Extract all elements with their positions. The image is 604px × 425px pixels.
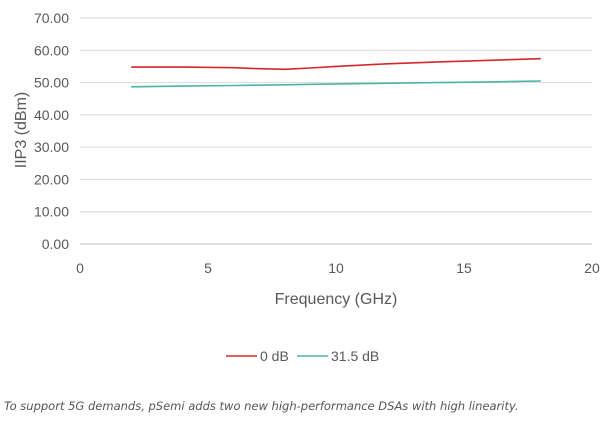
series-line-1	[131, 80, 541, 88]
x-tick-label: 0	[76, 260, 84, 276]
line-chart: 0.0010.0020.0030.0040.0050.0060.0070.00 …	[13, 10, 600, 364]
y-tick-label: 70.00	[34, 10, 69, 26]
y-axis-ticks: 0.00 10.00 20.00 30.00 40.00 50.00 60.00 70.00	[34, 10, 69, 252]
legend: 0 dB 31.5 dB	[226, 348, 379, 364]
x-axis-label: Frequency (GHz)	[275, 291, 398, 308]
y-tick-label: 40.00	[34, 107, 69, 123]
y-tick-label: 10.00	[34, 204, 69, 220]
figure-caption: To support 5G demands, pSemi adds two ne…	[4, 399, 519, 413]
x-tick-label: 10	[328, 260, 344, 276]
x-tick-label: 20	[584, 260, 600, 276]
y-tick-label: 50.00	[34, 75, 69, 91]
y-tick-label: 20.00	[34, 171, 69, 187]
legend-label-0: 0 dB	[260, 348, 289, 364]
y-axis-label: IIP3 (dBm)	[13, 92, 30, 168]
x-tick-label: 5	[204, 260, 212, 276]
series-lines	[131, 57, 541, 88]
y-tick-label: 0.00	[42, 236, 69, 252]
y-tick-label: 60.00	[34, 42, 69, 58]
x-tick-label: 15	[456, 260, 472, 276]
series-line-0	[131, 57, 541, 71]
legend-label-1: 31.5 dB	[331, 348, 379, 364]
y-tick-label: 30.00	[34, 139, 69, 155]
x-axis-ticks: 0 5 10 15 20	[76, 260, 600, 276]
gridlines	[80, 17, 592, 213]
